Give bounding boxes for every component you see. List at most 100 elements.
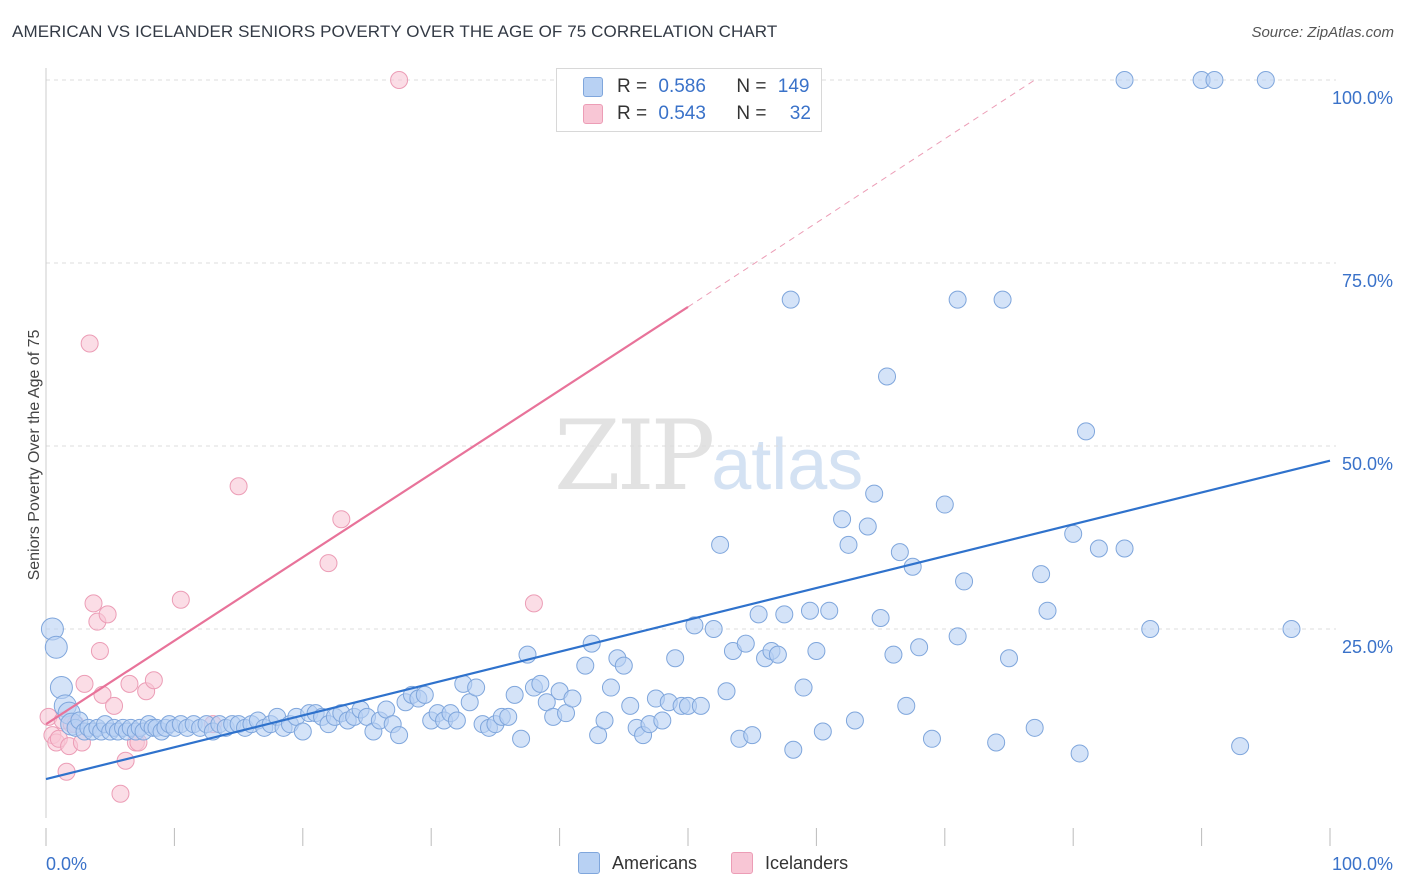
americans-point <box>1070 744 1089 763</box>
americans-point <box>903 557 922 576</box>
americans-point <box>1000 649 1018 668</box>
americans-point <box>44 635 68 659</box>
americans-point <box>922 729 941 748</box>
americans-point <box>993 290 1012 309</box>
axes <box>45 68 1331 846</box>
americans-point <box>884 645 903 664</box>
americans-point <box>685 616 704 635</box>
americans-point <box>1282 620 1301 638</box>
americans-point <box>447 711 466 730</box>
series-legend: Americans Icelanders <box>578 852 882 874</box>
grid-lines <box>46 79 1336 630</box>
americans-point <box>390 726 409 745</box>
americans-point <box>1205 71 1224 89</box>
icelanders-point <box>171 590 190 609</box>
icelanders-point <box>524 594 543 613</box>
americans-point <box>691 696 710 715</box>
americans-point <box>813 722 832 741</box>
americans-point <box>1064 524 1083 543</box>
tick-labels: 25.0% 50.0% 75.0% 100.0% 0.0% 100.0% <box>46 88 1393 874</box>
americans-point <box>512 729 531 748</box>
americans-point <box>871 609 890 628</box>
icelanders-point <box>75 674 94 693</box>
americans-point <box>614 656 633 675</box>
icelanders-point <box>111 784 130 803</box>
icelanders-point <box>144 671 163 690</box>
americans-point <box>948 627 967 646</box>
icelanders-swatch <box>583 104 603 124</box>
americans-point <box>531 674 550 693</box>
trend-lines <box>45 79 1331 781</box>
americans-r-value: 0.586 <box>658 76 706 97</box>
americans-point <box>781 290 800 309</box>
americans-point <box>717 682 736 701</box>
watermark-atlas: atlas <box>711 425 864 505</box>
legend-row-icelanders: R = 0.543 N = 32 <box>583 101 811 127</box>
americans-legend-swatch <box>578 852 600 874</box>
americans-point <box>987 733 1006 752</box>
chart-title: AMERICAN VS ICELANDER SENIORS POVERTY OV… <box>12 22 778 41</box>
icelanders-point <box>319 554 338 573</box>
y-tick-label: 100.0% <box>1332 88 1393 108</box>
icelanders-r-value: 0.543 <box>658 103 706 124</box>
americans-point <box>711 535 730 554</box>
americans-point <box>1089 539 1108 558</box>
americans-point <box>807 641 826 660</box>
americans-point <box>653 711 672 730</box>
americans-swatch <box>583 77 603 97</box>
americans-point <box>749 605 768 624</box>
icelanders-point <box>98 605 117 624</box>
americans-point <box>1231 737 1250 756</box>
americans-points <box>40 71 1301 763</box>
americans-point <box>1115 539 1134 558</box>
icelanders-n-value: 32 <box>789 103 811 124</box>
americans-point <box>890 543 909 562</box>
americans-point <box>897 696 916 715</box>
icelanders-point <box>105 696 124 715</box>
americans-trend-line <box>45 459 1331 781</box>
americans-point <box>415 685 434 704</box>
americans-point <box>1256 71 1275 89</box>
americans-point <box>839 535 858 554</box>
watermark-zip: ZIP <box>554 400 715 512</box>
americans-point <box>820 601 839 620</box>
americans-point <box>499 707 518 726</box>
americans-point <box>1025 718 1044 737</box>
icelanders-points <box>39 71 543 803</box>
americans-point <box>595 711 614 730</box>
americans-point <box>563 689 582 708</box>
icelanders-legend-label: Icelanders <box>765 852 849 873</box>
icelanders-point <box>84 594 103 613</box>
source-label: Source: ZipAtlas.com <box>1251 24 1394 41</box>
americans-point <box>955 572 974 591</box>
icelanders-point <box>80 334 99 353</box>
legend-item-americans[interactable]: Americans <box>578 852 697 874</box>
americans-point <box>704 620 723 638</box>
icelanders-trend-extension <box>687 79 1035 308</box>
americans-point <box>666 649 685 668</box>
americans-point <box>794 678 813 697</box>
americans-point <box>1115 71 1134 89</box>
y-tick-label: 75.0% <box>1342 271 1393 291</box>
americans-point <box>878 367 897 386</box>
x-tick-label-start: 0.0% <box>46 854 87 874</box>
americans-point <box>293 722 312 741</box>
icelanders-point <box>90 641 109 660</box>
icelanders-point <box>390 71 409 89</box>
americans-point <box>858 517 877 536</box>
americans-point <box>845 711 864 730</box>
y-tick-label: 50.0% <box>1342 454 1393 474</box>
americans-point <box>1077 422 1096 441</box>
americans-point <box>910 638 929 657</box>
americans-point <box>865 484 884 503</box>
legend-item-icelanders[interactable]: Icelanders <box>731 852 848 874</box>
icelanders-point <box>332 510 351 529</box>
icelanders-trend-line <box>45 305 689 726</box>
icelanders-r-label: R = <box>617 103 653 124</box>
americans-point <box>1141 620 1160 638</box>
americans-point <box>833 510 852 529</box>
correlation-legend: R = 0.586 N = 149 R = 0.543 N = 32 <box>556 68 822 132</box>
americans-point <box>467 678 486 697</box>
watermark: ZIPatlas <box>554 400 863 512</box>
